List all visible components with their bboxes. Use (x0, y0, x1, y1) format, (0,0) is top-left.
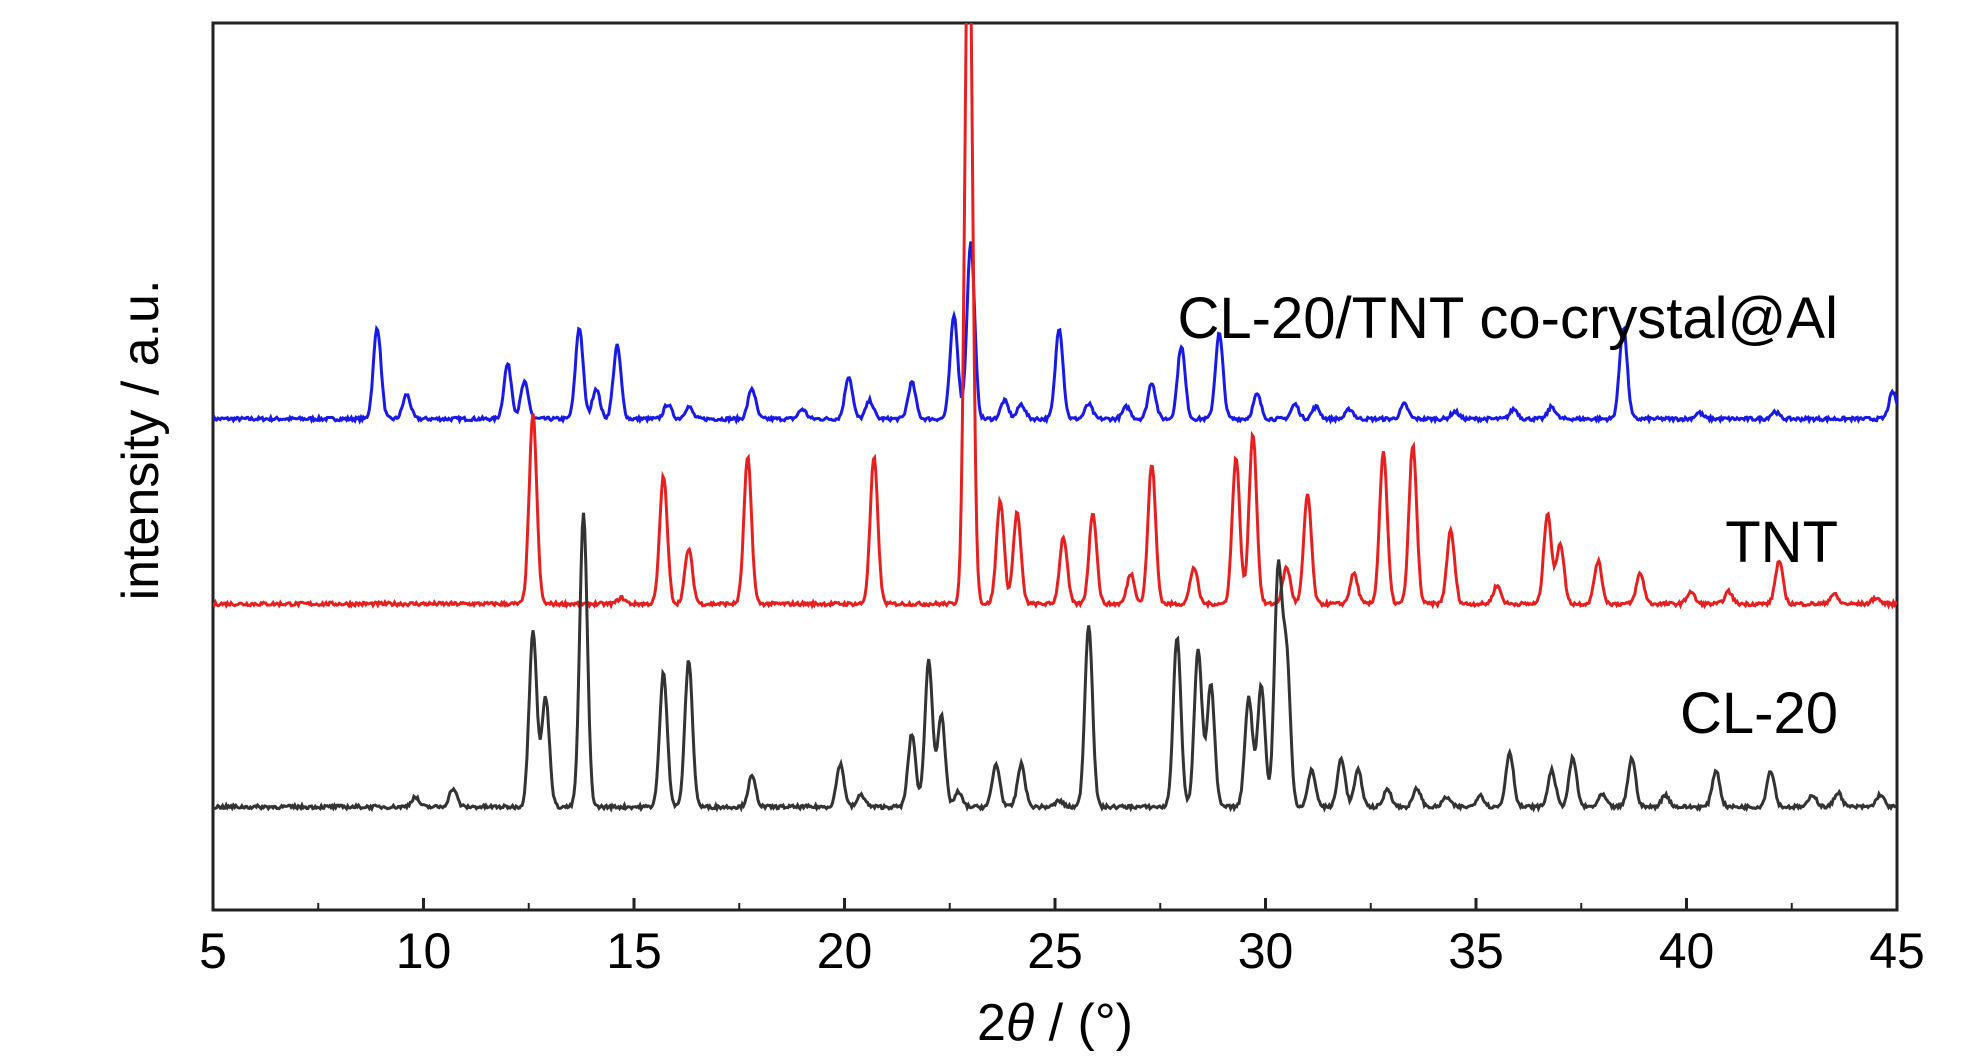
x-tick-label: 40 (1659, 923, 1715, 979)
x-tick-label: 35 (1448, 923, 1504, 979)
series-label-2: TNT (1725, 510, 1838, 575)
series-line-3 (213, 512, 1897, 813)
series-labels: CL-20/TNT co-crystal@Al TNT CL-20 (1178, 286, 1839, 746)
x-tick-label: 5 (199, 923, 227, 979)
x-axis-title: 2θ / (°) (977, 994, 1133, 1052)
x-tick-label: 25 (1027, 923, 1083, 979)
plot-frame (211, 21, 1899, 912)
x-tick-label: 10 (396, 923, 452, 979)
x-tick-label: 45 (1869, 923, 1925, 979)
x-tick-label: 15 (606, 923, 662, 979)
series-label-3: CL-20 (1680, 681, 1838, 746)
series-label-1: CL-20/TNT co-crystal@Al (1178, 286, 1839, 351)
x-ticks: 5 10 15 20 25 30 35 40 45 (199, 898, 1925, 979)
series-group (213, 23, 1897, 813)
series-line-1 (213, 241, 1897, 425)
series-line-2 (213, 23, 1897, 610)
x-tick-label: 30 (1238, 923, 1294, 979)
y-axis-title: intensity / a.u. (112, 280, 170, 601)
x-tick-label: 20 (817, 923, 873, 979)
